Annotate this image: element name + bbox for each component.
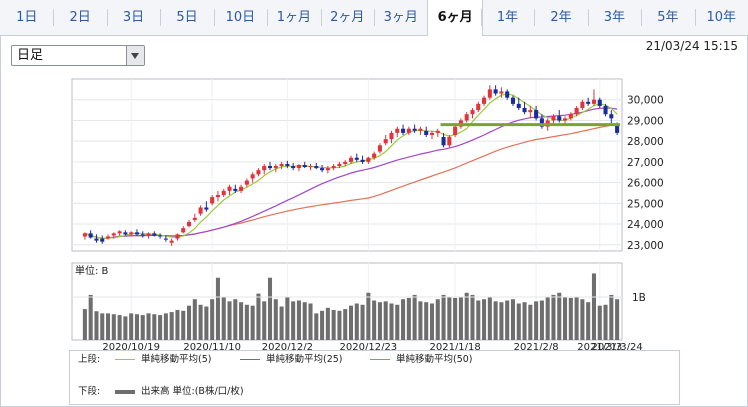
legend-item-ma50: 単純移動平均(50) [370, 352, 473, 368]
tab-3[interactable]: 3日 [122, 10, 145, 25]
tab-8[interactable]: 3ヶ月 [383, 10, 418, 25]
tab-6[interactable]: 1ヶ月 [276, 10, 311, 25]
tab-separator [427, 9, 429, 26]
legend-item-volume: 出来高 単位:(B株/口/枚) [115, 384, 244, 400]
tab-12[interactable]: 3年 [603, 10, 626, 25]
ma5-swatch [115, 359, 135, 360]
tab-14[interactable]: 10年 [706, 10, 737, 25]
period-select[interactable]: 日足 [11, 45, 145, 66]
tab-separator [267, 9, 269, 26]
tab-10[interactable]: 1年 [496, 10, 519, 25]
chart-datetime: 21/03/24 15:15 [645, 39, 738, 53]
tab-separator [374, 9, 375, 26]
tab-separator [480, 9, 482, 26]
chevron-down-icon[interactable] [126, 46, 144, 65]
tab-4[interactable]: 5日 [176, 10, 198, 25]
legend-ma5-label: 単純移動平均(5) [141, 354, 212, 365]
tab-11[interactable]: 2年 [550, 10, 572, 25]
legend-lower-label: 下段: [78, 386, 101, 397]
tab-separator [106, 9, 108, 26]
tab-separator [641, 9, 643, 26]
chart-legend: 上段: 単純移動平均(5) 単純移動平均(25) 単純移動平均(50) 下段: … [69, 350, 680, 405]
period-tab-bar: 1日 2日 3日 5日 10日 1ヶ月 2ヶ月 3ヶ月 6ヶ月 1年 2年 3年 5年 10年 [0, 0, 748, 36]
tab-7[interactable]: 2ヶ月 [330, 10, 365, 25]
legend-item-ma5: 単純移動平均(5) [115, 352, 211, 368]
period-select-value: 日足 [17, 48, 44, 63]
legend-ma25-label: 単純移動平均(25) [266, 354, 343, 365]
tab-separator [694, 9, 696, 26]
tab-13[interactable]: 5年 [657, 10, 679, 25]
tab-1[interactable]: 1日 [16, 10, 38, 25]
volume-swatch [115, 389, 135, 394]
ma50-swatch [370, 359, 390, 360]
legend-upper-label: 上段: [78, 354, 101, 365]
tab-5[interactable]: 10日 [225, 10, 256, 25]
tab-2[interactable]: 2日 [69, 10, 91, 25]
ma25-swatch [240, 359, 260, 360]
legend-ma50-label: 単純移動平均(50) [396, 354, 473, 365]
tab-separator [534, 9, 536, 26]
tab-separator [213, 9, 215, 26]
tab-separator [53, 9, 55, 26]
legend-volume-label: 出来高 単位:(B株/口/枚) [141, 386, 244, 397]
tab-separator [160, 9, 162, 26]
tab-9[interactable]: 6ヶ月 [427, 0, 483, 36]
tab-separator [587, 9, 589, 26]
legend-item-ma25: 単純移動平均(25) [240, 352, 343, 368]
tab-separator [320, 9, 322, 26]
